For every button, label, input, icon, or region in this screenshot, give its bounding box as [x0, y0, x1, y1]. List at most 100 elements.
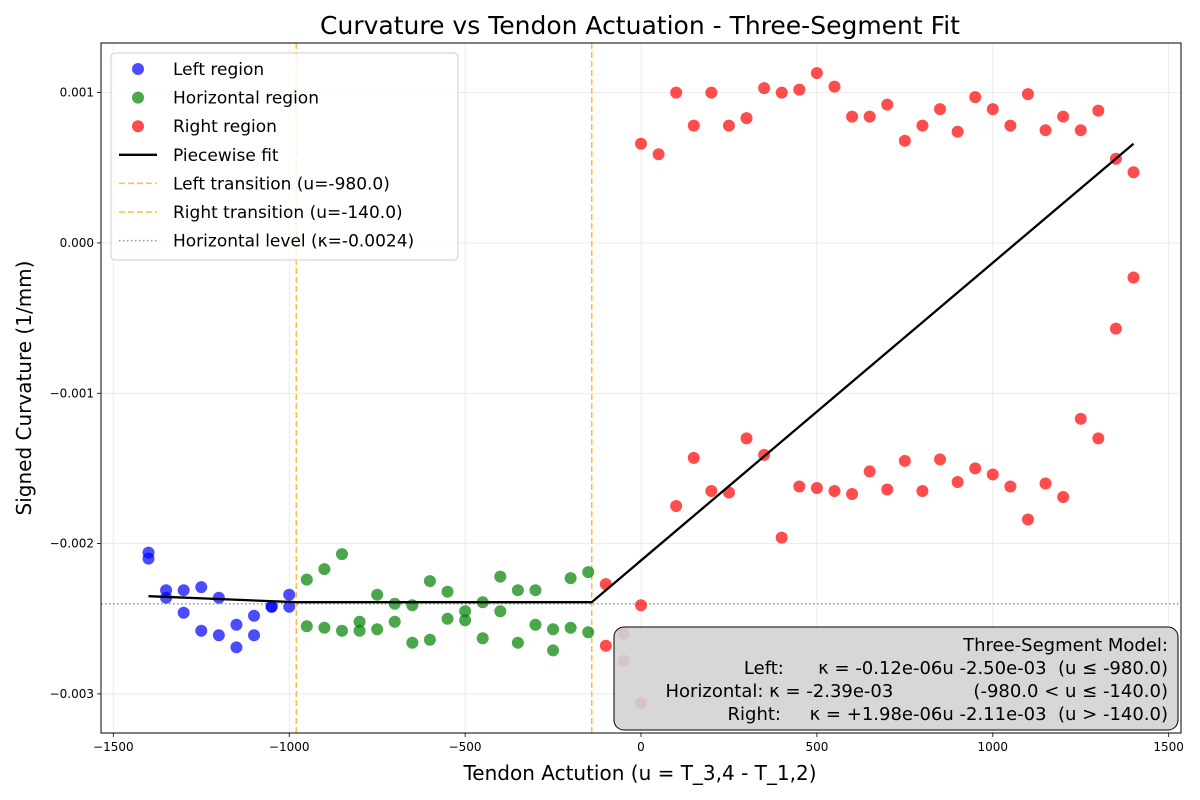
chart-title: Curvature vs Tendon Actuation - Three-Se…: [320, 11, 960, 40]
data-point: [318, 621, 331, 634]
data-point: [863, 110, 876, 123]
legend-label: Left region: [173, 60, 264, 80]
data-point: [406, 599, 419, 612]
data-point: [423, 633, 436, 646]
data-points: [142, 67, 1140, 709]
data-point: [335, 548, 348, 561]
data-point: [195, 581, 208, 594]
data-point: [547, 623, 560, 636]
data-point: [300, 620, 313, 633]
x-tick-label: 1500: [1153, 740, 1184, 754]
legend-marker: [132, 120, 144, 133]
data-point: [582, 566, 595, 579]
data-point: [300, 573, 313, 586]
data-point: [1074, 412, 1087, 425]
data-point: [230, 618, 243, 631]
data-point: [335, 624, 348, 637]
data-point: [441, 612, 454, 625]
data-point: [406, 636, 419, 649]
data-point: [793, 83, 806, 96]
y-tick-label: −0.001: [50, 386, 94, 400]
data-point: [986, 468, 999, 481]
data-point: [758, 82, 771, 95]
data-point: [318, 563, 331, 576]
data-point: [916, 119, 929, 132]
data-point: [248, 609, 261, 622]
data-point: [1092, 432, 1105, 445]
data-point: [916, 484, 929, 497]
legend-frame: [110, 52, 459, 261]
data-point: [1039, 124, 1052, 137]
data-point: [1074, 124, 1087, 137]
legend-marker: [132, 63, 144, 75]
x-tick-label: 0: [637, 740, 645, 754]
data-point: [599, 639, 612, 652]
data-point: [722, 119, 735, 132]
data-point: [511, 636, 524, 649]
data-point: [494, 605, 507, 618]
data-point: [1004, 119, 1017, 132]
data-point: [1127, 166, 1140, 179]
data-point: [775, 531, 788, 544]
data-point: [828, 80, 841, 93]
x-tick-label: 500: [805, 740, 828, 754]
data-point: [1092, 104, 1105, 117]
data-point: [863, 465, 876, 478]
data-point: [810, 481, 823, 494]
data-point: [934, 103, 947, 116]
fit-line-group: [148, 142, 1135, 604]
legend-label: Left transition (u=-980.0): [173, 174, 390, 194]
data-point: [599, 578, 612, 591]
data-point: [635, 599, 647, 612]
y-axis-title: Signed Curvature (1/mm): [12, 261, 36, 516]
data-point: [740, 432, 753, 445]
x-tick-label: −500: [449, 740, 482, 754]
data-point: [898, 134, 911, 147]
legend-label: Horizontal level (κ=-0.0024): [173, 232, 414, 252]
data-point: [371, 588, 384, 601]
data-point: [1039, 477, 1052, 490]
x-tick-label: 1000: [978, 740, 1009, 754]
legend: Left region Horizontal region Right region…: [110, 52, 459, 261]
data-point: [934, 453, 947, 466]
legend-label: Right region: [173, 117, 277, 137]
y-tick-label: −0.003: [50, 687, 94, 701]
data-point: [564, 621, 577, 634]
data-point: [212, 591, 225, 604]
data-point: [371, 623, 384, 636]
data-point: [775, 86, 788, 99]
data-point: [1057, 490, 1070, 503]
data-point: [740, 112, 753, 125]
data-point: [353, 615, 366, 628]
model-box: [613, 626, 1179, 731]
data-point: [388, 597, 401, 610]
data-point: [1057, 110, 1070, 123]
data-point: [212, 629, 225, 642]
data-point: [828, 484, 841, 497]
data-point: [142, 552, 155, 565]
data-point: [1127, 271, 1140, 284]
data-point: [1004, 480, 1017, 493]
model-line: Right: κ = +1.98e-06u -2.11e-03 (u > -14…: [728, 704, 1168, 725]
legend-label: Piecewise fit: [173, 146, 279, 166]
data-point: [986, 103, 999, 116]
data-point: [1109, 322, 1122, 335]
data-point: [652, 148, 665, 161]
legend-label: Horizontal region: [173, 89, 319, 109]
x-axis-ticks: −1500 −1000 −500 0 500 1000 1500: [93, 733, 1184, 754]
data-point: [529, 584, 542, 597]
x-tick-label: −1500: [93, 740, 134, 754]
model-annotation: Three-Segment Model:Left: κ = -0.12e-06u…: [613, 626, 1179, 731]
data-point: [177, 606, 190, 619]
y-tick-label: 0.000: [60, 236, 94, 250]
y-axis-ticks: −0.003 −0.002 −0.001 0.000 0.001: [50, 86, 101, 701]
x-axis-title: Tendon Actution (u = T_3,4 - T_1,2): [462, 761, 816, 785]
data-point: [582, 626, 595, 639]
data-point: [705, 484, 718, 497]
y-tick-label: 0.001: [60, 86, 94, 100]
grid: [101, 43, 1181, 733]
data-point: [810, 67, 823, 80]
data-point: [248, 629, 261, 642]
data-point: [283, 588, 296, 601]
